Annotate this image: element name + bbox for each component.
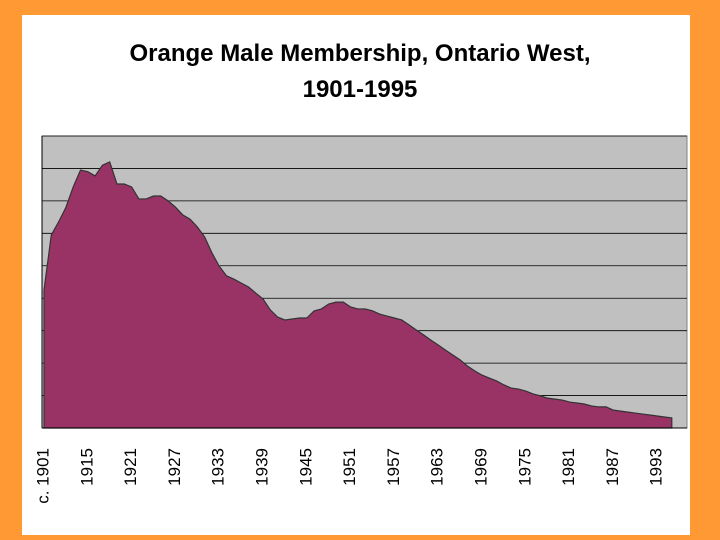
x-tick-label: 1933: [209, 448, 228, 486]
x-tick-label: 1975: [515, 448, 534, 486]
chart-title: Orange Male Membership, Ontario West, 19…: [129, 40, 591, 103]
x-tick-label: 1939: [252, 448, 271, 486]
x-tick-label: 1921: [121, 448, 140, 486]
x-tick-label: 1951: [340, 448, 359, 486]
x-tick-label: 1987: [603, 448, 622, 486]
x-tick-label: 1969: [471, 448, 490, 486]
x-tick-label: 1945: [296, 448, 315, 486]
x-tick-label: 1963: [428, 448, 447, 486]
x-tick-label: 1957: [384, 448, 403, 486]
x-tick-label: c. 1901: [33, 448, 52, 504]
x-tick-label: 1915: [77, 448, 96, 486]
x-tick-label: 1927: [165, 448, 184, 486]
x-tick-label: 1993: [647, 448, 666, 486]
area: [43, 161, 673, 429]
x-tick-label: 1981: [559, 448, 578, 486]
